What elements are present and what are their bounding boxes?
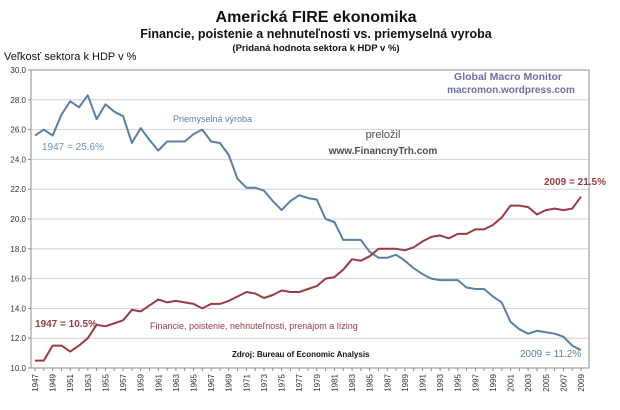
x-tick-label: 1965 xyxy=(190,373,199,391)
manufacturing-end-annotation: 2009 = 11.2% xyxy=(520,349,581,360)
y-tick-label: 26.0 xyxy=(10,126,26,135)
chart-subtitle: Financie, poistenie a nehnuteľnosti vs. … xyxy=(140,27,492,41)
fire-start-annotation: 1947 = 10.5% xyxy=(35,319,97,330)
x-tick-label: 2007 xyxy=(559,373,568,391)
x-tick-labels: 1947 1949 1951 1953 1955 1957 1959 1961 1963 1965… xyxy=(31,368,586,392)
x-tick-label: 1953 xyxy=(84,373,93,391)
y-tick-label: 18.0 xyxy=(10,245,26,254)
y-tick-label: 24.0 xyxy=(10,155,26,164)
x-tick-label: 1949 xyxy=(49,373,58,391)
x-tick-label: 1961 xyxy=(154,373,163,391)
translated-by-label: preložil xyxy=(366,129,401,141)
x-tick-label: 1993 xyxy=(436,373,445,391)
x-tick-label: 1971 xyxy=(242,373,251,391)
financnytrh-url-label: www.FinancnyTrh.com xyxy=(328,146,438,157)
x-tick-label: 1963 xyxy=(172,373,181,391)
series-lines xyxy=(34,94,582,362)
x-tick-label: 1989 xyxy=(401,373,410,391)
x-tick-label: 1951 xyxy=(66,373,75,391)
x-tick-label: 2003 xyxy=(524,373,533,391)
x-tick-label: 2009 xyxy=(577,373,586,391)
x-tick-label: 1995 xyxy=(454,373,463,391)
source-note: Zdroj: Bureau of Economic Analysis xyxy=(232,350,370,359)
y-tick-label: 14.0 xyxy=(10,304,26,313)
y-tick-label: 20.0 xyxy=(10,215,26,224)
chart-title: Americká FIRE ekonomika xyxy=(216,9,417,26)
x-tick-label: 1983 xyxy=(348,373,357,391)
x-tick-label: 1985 xyxy=(366,373,375,391)
manufacturing-series-label: Priemyselná výroba xyxy=(173,114,252,124)
x-tick-label: 1997 xyxy=(471,373,480,391)
grid-lines xyxy=(28,69,589,369)
x-tick-label: 1967 xyxy=(207,373,216,391)
x-tick-label: 1981 xyxy=(330,373,339,391)
global-macro-monitor-label: Global Macro Monitor xyxy=(454,71,562,83)
y-tick-label: 16.0 xyxy=(10,275,26,284)
x-tick-label: 1959 xyxy=(137,373,146,391)
y-tick-labels: 10.0 12.0 14.0 16.0 18.0 20.0 22.0 24.0 26.0 28.0… xyxy=(10,66,26,373)
x-tick-label: 1979 xyxy=(313,373,322,391)
x-tick-label: 1957 xyxy=(119,373,128,391)
y-tick-label: 12.0 xyxy=(10,334,26,343)
x-tick-label: 1969 xyxy=(225,373,234,391)
fire-end-annotation: 2009 = 21.5% xyxy=(544,177,606,188)
y-tick-label: 30.0 xyxy=(10,66,26,75)
manufacturing-series-line xyxy=(34,94,582,351)
macromon-url-label: macromon.wordpress.com xyxy=(447,85,575,96)
x-tick-label: 1973 xyxy=(260,373,269,391)
x-tick-label: 1987 xyxy=(383,373,392,391)
x-tick-label: 1947 xyxy=(31,373,40,391)
x-tick-label: 1975 xyxy=(278,373,287,391)
y-axis-label: Veľkosť sektora k HDP v % xyxy=(4,51,137,63)
x-tick-label: 1991 xyxy=(418,373,427,391)
y-tick-label: 22.0 xyxy=(10,185,26,194)
x-tick-label: 1977 xyxy=(295,373,304,391)
y-tick-label: 10.0 xyxy=(10,364,26,373)
x-tick-label: 2001 xyxy=(507,373,516,391)
x-tick-label: 1999 xyxy=(489,373,498,391)
y-tick-label: 28.0 xyxy=(10,96,26,105)
fire-series-label: Financie, poistenie, nehnuteľnosti, pren… xyxy=(150,321,358,331)
x-tick-label: 1955 xyxy=(101,373,110,391)
x-tick-label: 2005 xyxy=(542,373,551,391)
chart-subtitle-secondary: (Pridaná hodnota sektora k HDP v %) xyxy=(232,43,399,54)
manufacturing-start-annotation: 1947 = 25.6% xyxy=(42,142,104,153)
fire-series-line xyxy=(35,196,582,362)
